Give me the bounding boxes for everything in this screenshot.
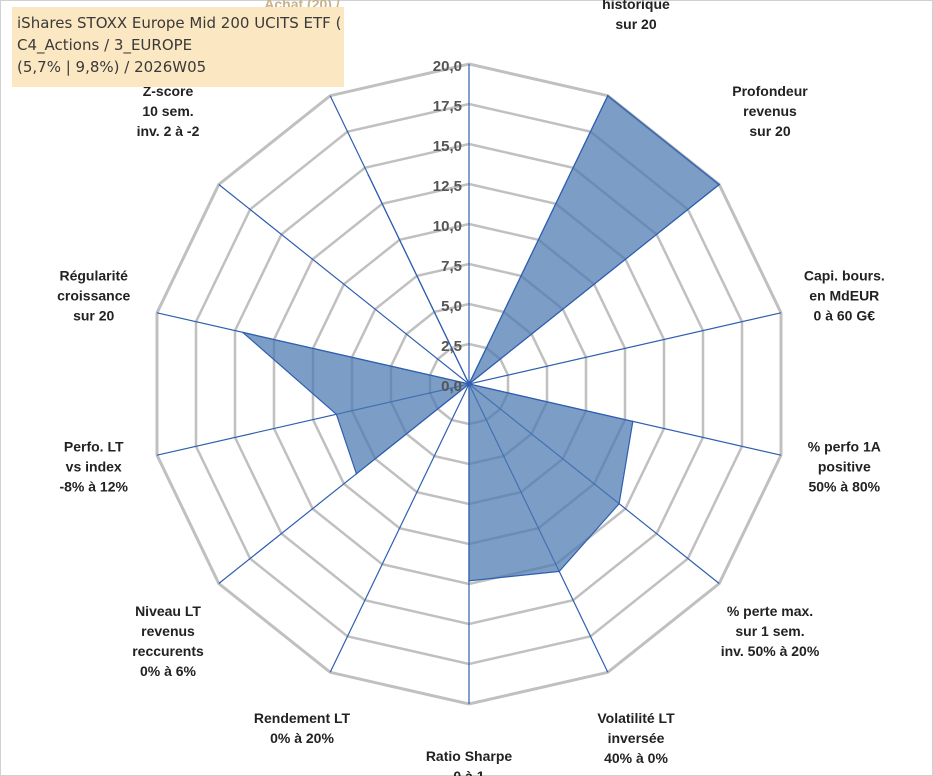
axis-label-4: % perfo 1A [808, 439, 881, 455]
axis-label-1: historique [602, 0, 670, 12]
axis-spoke-8 [329, 383, 470, 673]
axis-label-5: sur 1 sem. [735, 623, 804, 639]
chart-title-box [12, 7, 344, 87]
axis-label-9: reccurents [132, 643, 204, 659]
axis-label-2: revenus [743, 103, 797, 119]
radial-tick-label: 2,5 [441, 338, 462, 355]
axis-label-5: % perte max. [727, 603, 813, 619]
axis-label-9: 0% à 6% [140, 663, 197, 679]
data-point-6 [558, 570, 560, 573]
axis-label-4: positive [818, 459, 871, 475]
axis-label-2: Profondeur [732, 83, 808, 99]
radial-tick-label: 0,0 [441, 378, 462, 395]
axis-label-12: 10 sem. [142, 103, 193, 119]
data-point-13 [367, 174, 370, 176]
axis-label-9: revenus [141, 623, 195, 639]
axis-label-6: Volatilité LT [597, 710, 675, 726]
axis-label-10: Perfo. LT [64, 439, 124, 455]
data-point-5 [618, 502, 620, 505]
axis-label-7: 0 à 1 [453, 768, 484, 776]
axis-label-6: 40% à 0% [604, 750, 668, 766]
axis-label-10: -8% à 12% [59, 479, 128, 495]
axis-label-7: Ratio Sharpe [426, 748, 513, 764]
axis-label-1: sur 20 [615, 16, 656, 32]
axis-label-3: en MdEUR [809, 287, 879, 303]
axis-label-4: 50% à 80% [808, 479, 880, 495]
data-point-11 [242, 331, 244, 334]
radial-tick-label: 7,5 [441, 258, 462, 275]
radial-tick-label: 12,5 [433, 178, 462, 195]
axis-label-12: inv. 2 à -2 [137, 123, 200, 139]
data-point-4 [632, 420, 634, 423]
radial-tick-label: 17,5 [433, 98, 462, 115]
radial-tick-label: 20,0 [433, 58, 462, 75]
data-point-7 [468, 580, 470, 582]
axis-label-5: inv. 50% à 20% [721, 643, 820, 659]
axis-label-2: sur 20 [749, 123, 790, 139]
data-point-2 [718, 183, 720, 186]
chart-title: iShares STOXX Europe Mid 200 UCITS ETF (… [17, 14, 342, 76]
axis-label-6: inversée [608, 730, 665, 746]
radial-tick-label: 15,0 [433, 138, 462, 155]
axis-spoke-3 [468, 312, 782, 385]
radial-tick-label: 10,0 [433, 218, 462, 235]
data-point-1 [607, 94, 609, 97]
axis-label-11: Régularité [59, 267, 128, 283]
axis-label-3: 0 à 60 G€ [814, 307, 876, 323]
axis-label-11: sur 20 [73, 307, 114, 323]
data-point-9 [355, 473, 358, 475]
axis-label-11: croissance [57, 287, 130, 303]
axis-label-12: Z-score [143, 83, 194, 99]
data-point-12 [468, 383, 470, 385]
axis-spoke-12 [218, 184, 470, 385]
axis-label-3: Capi. bours. [804, 267, 885, 283]
data-point-10 [335, 413, 338, 416]
radial-tick-label: 5,0 [441, 298, 462, 315]
axis-label-9: Niveau LT [135, 603, 201, 619]
axis-label-10: vs index [66, 459, 122, 475]
axis-label-8: Rendement LT [254, 710, 351, 726]
axis-label-8: 0% à 20% [270, 730, 334, 746]
